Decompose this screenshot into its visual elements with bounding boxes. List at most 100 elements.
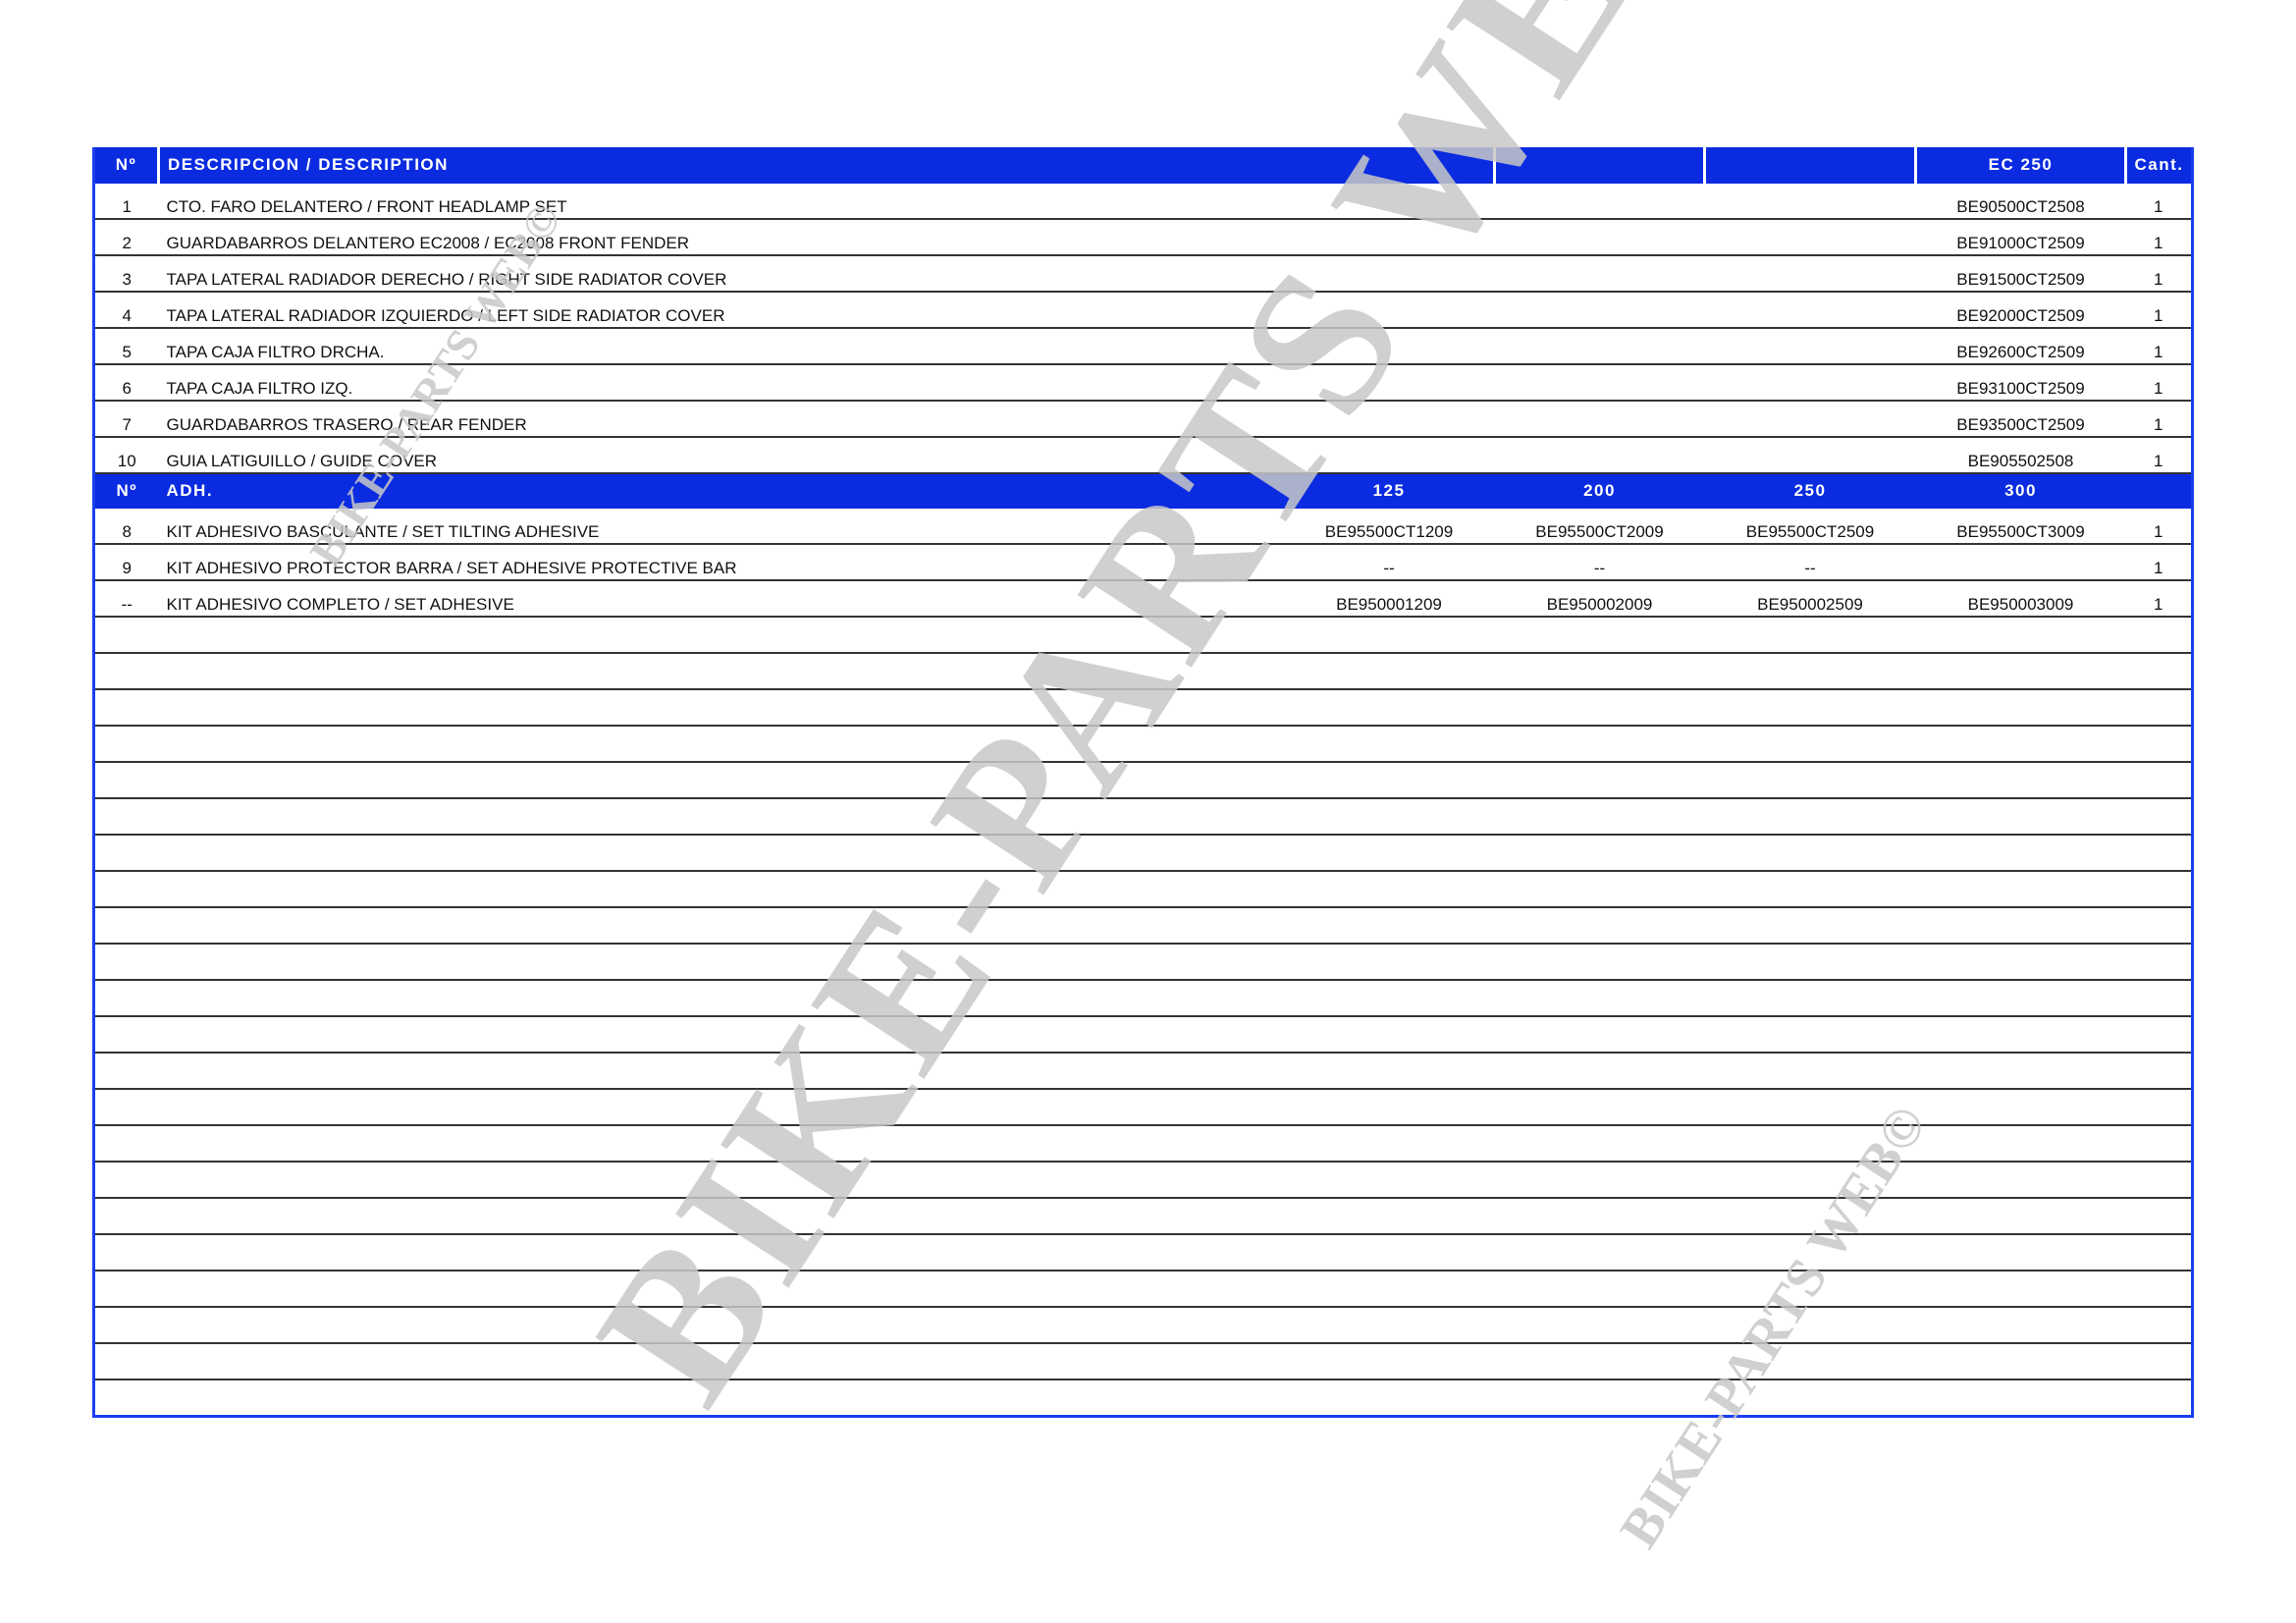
- part-reference: BE91000CT2509: [1915, 219, 2126, 256]
- empty-cell: [93, 1343, 2193, 1380]
- empty-row: [93, 1125, 2193, 1163]
- empty-cell: [1494, 292, 1705, 329]
- item-number: 5: [93, 328, 159, 365]
- part-reference: BE90500CT2508: [1915, 184, 2126, 220]
- part-reference-250: BE95500CT2509: [1704, 509, 1916, 545]
- empty-cell: [1704, 437, 1916, 474]
- empty-cell: [1283, 219, 1495, 256]
- empty-cell: [93, 1162, 2193, 1199]
- empty-cell: [93, 1234, 2193, 1271]
- empty-row: [93, 1089, 2193, 1126]
- item-number: 10: [93, 437, 159, 474]
- part-reference-125: BE950001209: [1283, 580, 1495, 618]
- item-quantity: 1: [2125, 255, 2193, 293]
- part-reference: BE91500CT2509: [1915, 255, 2126, 293]
- empty-cell: [1283, 255, 1495, 293]
- empty-cell: [1494, 364, 1705, 402]
- item-number: 3: [93, 255, 159, 293]
- empty-cell: [93, 798, 2193, 836]
- item-number: 2: [93, 219, 159, 256]
- header-model: EC 250: [1914, 147, 2126, 184]
- empty-row: [93, 871, 2193, 908]
- table-row: 5 TAPA CAJA FILTRO DRCHA. BE92600CT2509 1: [93, 328, 2193, 365]
- item-number: 7: [93, 401, 159, 438]
- empty-row: [93, 762, 2193, 799]
- part-reference: BE92600CT2509: [1915, 328, 2126, 365]
- item-description: KIT ADHESIVO PROTECTOR BARRA / SET ADHES…: [158, 544, 1284, 581]
- part-reference-200: --: [1494, 544, 1705, 581]
- item-quantity: 1: [2125, 219, 2193, 256]
- table-header: Nº DESCRIPCION / DESCRIPTION EC 250 Cant…: [93, 147, 2193, 184]
- empty-cell: [93, 944, 2193, 981]
- part-reference-250: --: [1704, 544, 1916, 581]
- adh-header-blank: [2125, 473, 2193, 509]
- empty-row: [93, 835, 2193, 872]
- item-description: KIT ADHESIVO COMPLETO / SET ADHESIVE: [158, 580, 1284, 618]
- empty-cell: [93, 1016, 2193, 1054]
- part-reference: BE93100CT2509: [1915, 364, 2126, 402]
- empty-row: [93, 689, 2193, 727]
- empty-cell: [93, 689, 2193, 727]
- table-row: 2 GUARDABARROS DELANTERO EC2008 / EC2008 …: [93, 219, 2193, 256]
- empty-cell: [93, 762, 2193, 799]
- empty-cell: [93, 1380, 2193, 1418]
- table-row: 9 KIT ADHESIVO PROTECTOR BARRA / SET ADHE…: [93, 544, 2193, 581]
- empty-row: [93, 1234, 2193, 1271]
- empty-row: [93, 1343, 2193, 1380]
- adh-header-no: Nº: [93, 473, 159, 509]
- empty-cell: [1704, 364, 1916, 402]
- item-quantity: 1: [2125, 184, 2193, 220]
- empty-cell: [93, 653, 2193, 690]
- item-number: 9: [93, 544, 159, 581]
- item-quantity: 1: [2125, 364, 2193, 402]
- empty-cell: [1704, 401, 1916, 438]
- header-blank-3: [1703, 147, 1916, 184]
- empty-row: [93, 1162, 2193, 1199]
- empty-row: [93, 980, 2193, 1017]
- empty-cell: [1283, 184, 1495, 220]
- item-number: 6: [93, 364, 159, 402]
- part-reference-200: BE95500CT2009: [1494, 509, 1705, 545]
- empty-cell: [93, 1125, 2193, 1163]
- empty-cell: [1494, 219, 1705, 256]
- empty-cell: [1494, 437, 1705, 474]
- empty-row: [93, 653, 2193, 690]
- item-description: CTO. FARO DELANTERO / FRONT HEADLAMP SET: [158, 184, 1284, 220]
- empty-row: [93, 1053, 2193, 1090]
- empty-cell: [1704, 184, 1916, 220]
- table-row: -- KIT ADHESIVO COMPLETO / SET ADHESIVE B…: [93, 580, 2193, 618]
- empty-row: [93, 1016, 2193, 1054]
- empty-cell: [93, 835, 2193, 872]
- header-description: DESCRIPCION / DESCRIPTION: [157, 147, 1284, 184]
- empty-cell: [1494, 328, 1705, 365]
- item-quantity: 1: [2125, 292, 2193, 329]
- table-row: 10 GUIA LATIGUILLO / GUIDE COVER BE905502…: [93, 437, 2193, 474]
- part-reference-300: [1915, 544, 2126, 581]
- item-description: KIT ADHESIVO BASCULANTE / SET TILTING AD…: [158, 509, 1284, 545]
- adh-header-200: 200: [1494, 473, 1705, 509]
- empty-cell: [93, 980, 2193, 1017]
- empty-cell: [93, 1271, 2193, 1308]
- part-reference-300: BE950003009: [1915, 580, 2126, 618]
- header-no: Nº: [93, 147, 159, 184]
- item-description: GUIA LATIGUILLO / GUIDE COVER: [158, 437, 1284, 474]
- empty-cell: [1704, 255, 1916, 293]
- item-quantity: 1: [2125, 328, 2193, 365]
- empty-cell: [93, 617, 2193, 654]
- adh-header-label: ADH.: [158, 473, 1284, 509]
- part-reference-125: --: [1283, 544, 1495, 581]
- table-row: 6 TAPA CAJA FILTRO IZQ. BE93100CT2509 1: [93, 364, 2193, 402]
- header-qty: Cant.: [2124, 147, 2193, 184]
- header-blank-1: [1283, 147, 1495, 184]
- item-number: 4: [93, 292, 159, 329]
- empty-cell: [1283, 437, 1495, 474]
- empty-cell: [93, 907, 2193, 945]
- empty-cell: [1283, 328, 1495, 365]
- empty-cell: [93, 1053, 2193, 1090]
- adh-header-300: 300: [1915, 473, 2126, 509]
- item-description: TAPA LATERAL RADIADOR DERECHO / RIGHT SI…: [158, 255, 1284, 293]
- empty-cell: [1494, 401, 1705, 438]
- empty-cell: [1494, 255, 1705, 293]
- part-reference-300: BE95500CT3009: [1915, 509, 2126, 545]
- table-row: 4 TAPA LATERAL RADIADOR IZQUIERDO / LEFT …: [93, 292, 2193, 329]
